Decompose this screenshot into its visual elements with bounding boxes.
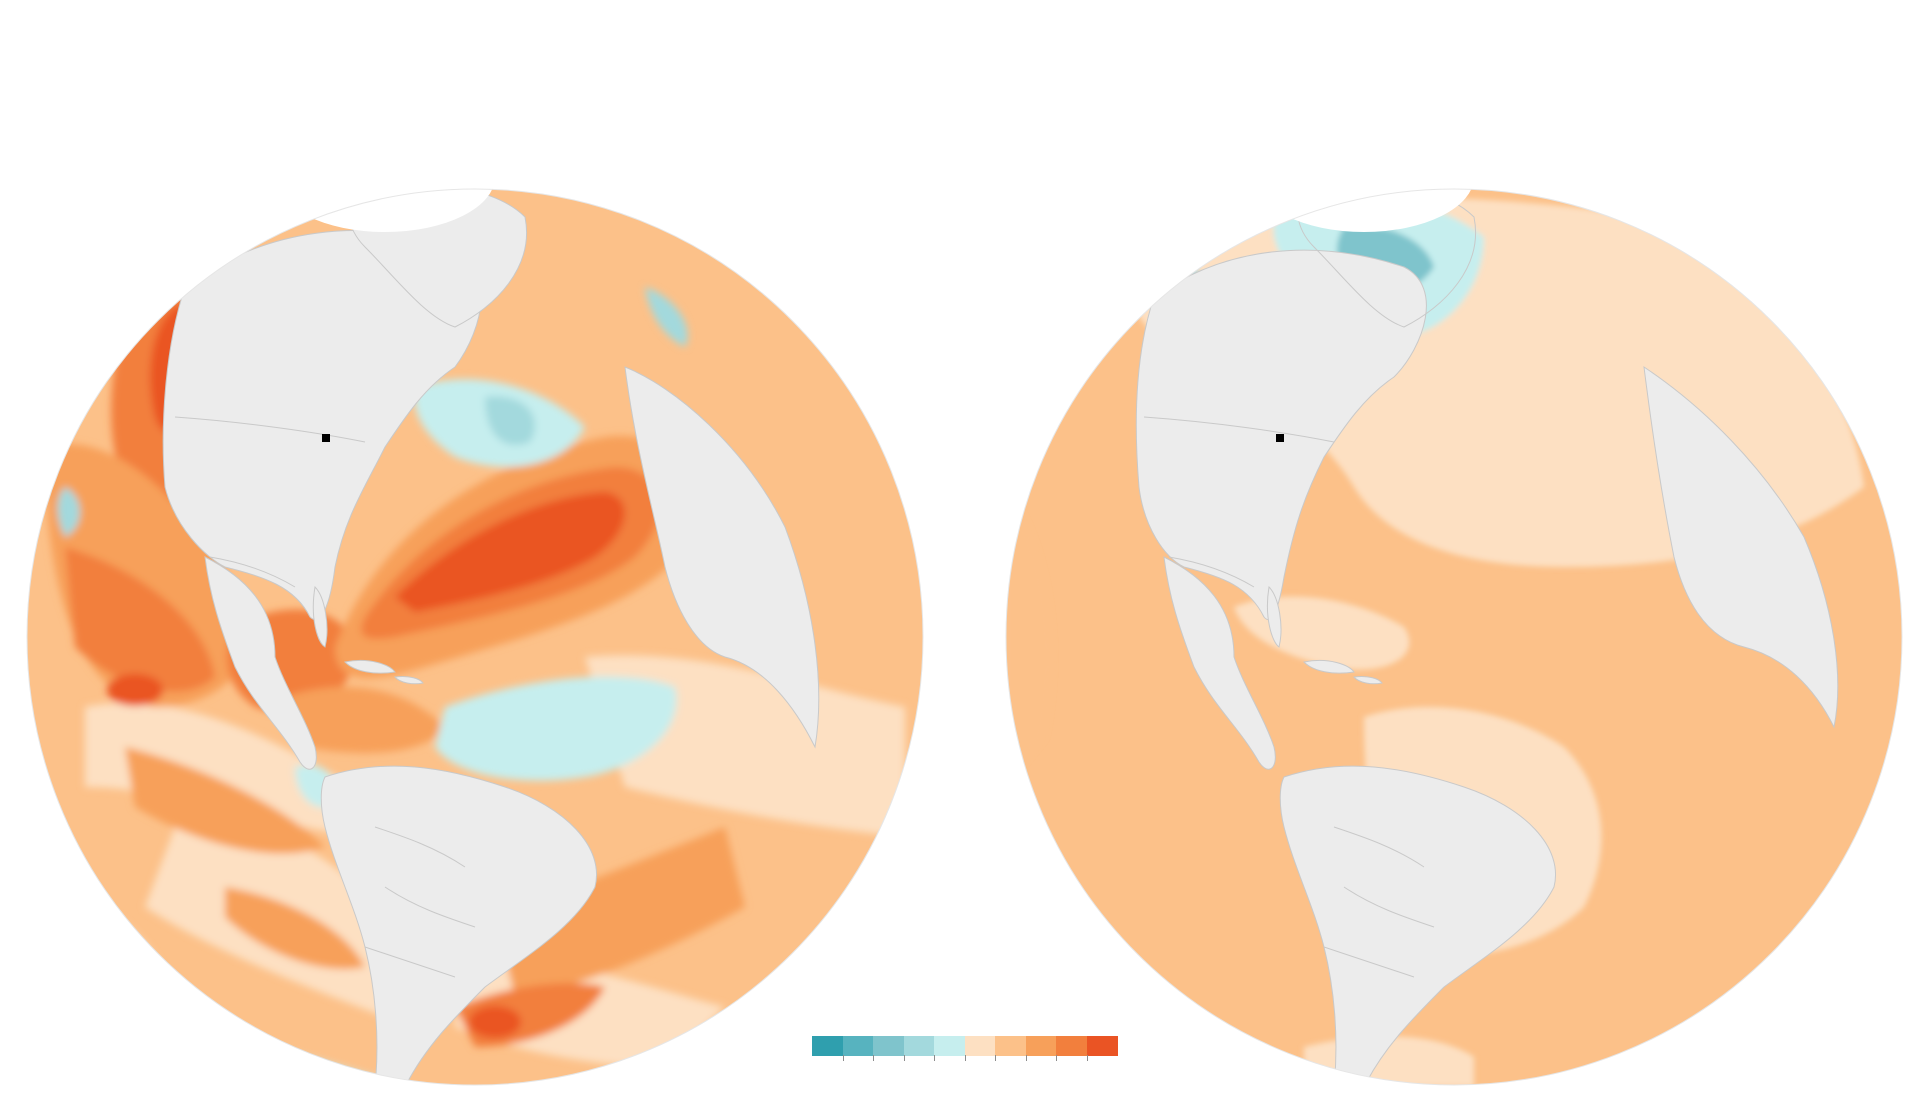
legend-swatch — [812, 1036, 843, 1056]
left-location-marker — [322, 434, 330, 442]
legend-swatch — [995, 1036, 1026, 1056]
legend-tick — [964, 1055, 966, 1061]
right-location-marker — [1276, 434, 1284, 442]
legend-swatch — [842, 1036, 874, 1056]
legend-tick — [934, 1055, 935, 1061]
legend-swatch — [934, 1036, 965, 1056]
legend-swatch — [873, 1036, 904, 1056]
legend-swatch — [1086, 1036, 1118, 1056]
legend-tick — [1056, 1055, 1057, 1061]
left-borders — [174, 416, 476, 978]
color-scale-legend — [812, 1036, 1118, 1061]
left-globe — [26, 188, 924, 1086]
legend-tick — [995, 1055, 996, 1061]
legend-tick — [873, 1055, 874, 1061]
legend-tick — [1086, 1055, 1088, 1061]
legend-tick — [842, 1055, 844, 1061]
legend-swatch — [964, 1036, 996, 1056]
legend-tick — [903, 1055, 905, 1061]
legend-tick — [1025, 1055, 1027, 1061]
legend-swatch — [1025, 1036, 1057, 1056]
right-borders — [1143, 416, 1435, 978]
legend-swatch — [903, 1036, 935, 1056]
legend-swatch — [1056, 1036, 1087, 1056]
right-globe — [1005, 188, 1903, 1086]
